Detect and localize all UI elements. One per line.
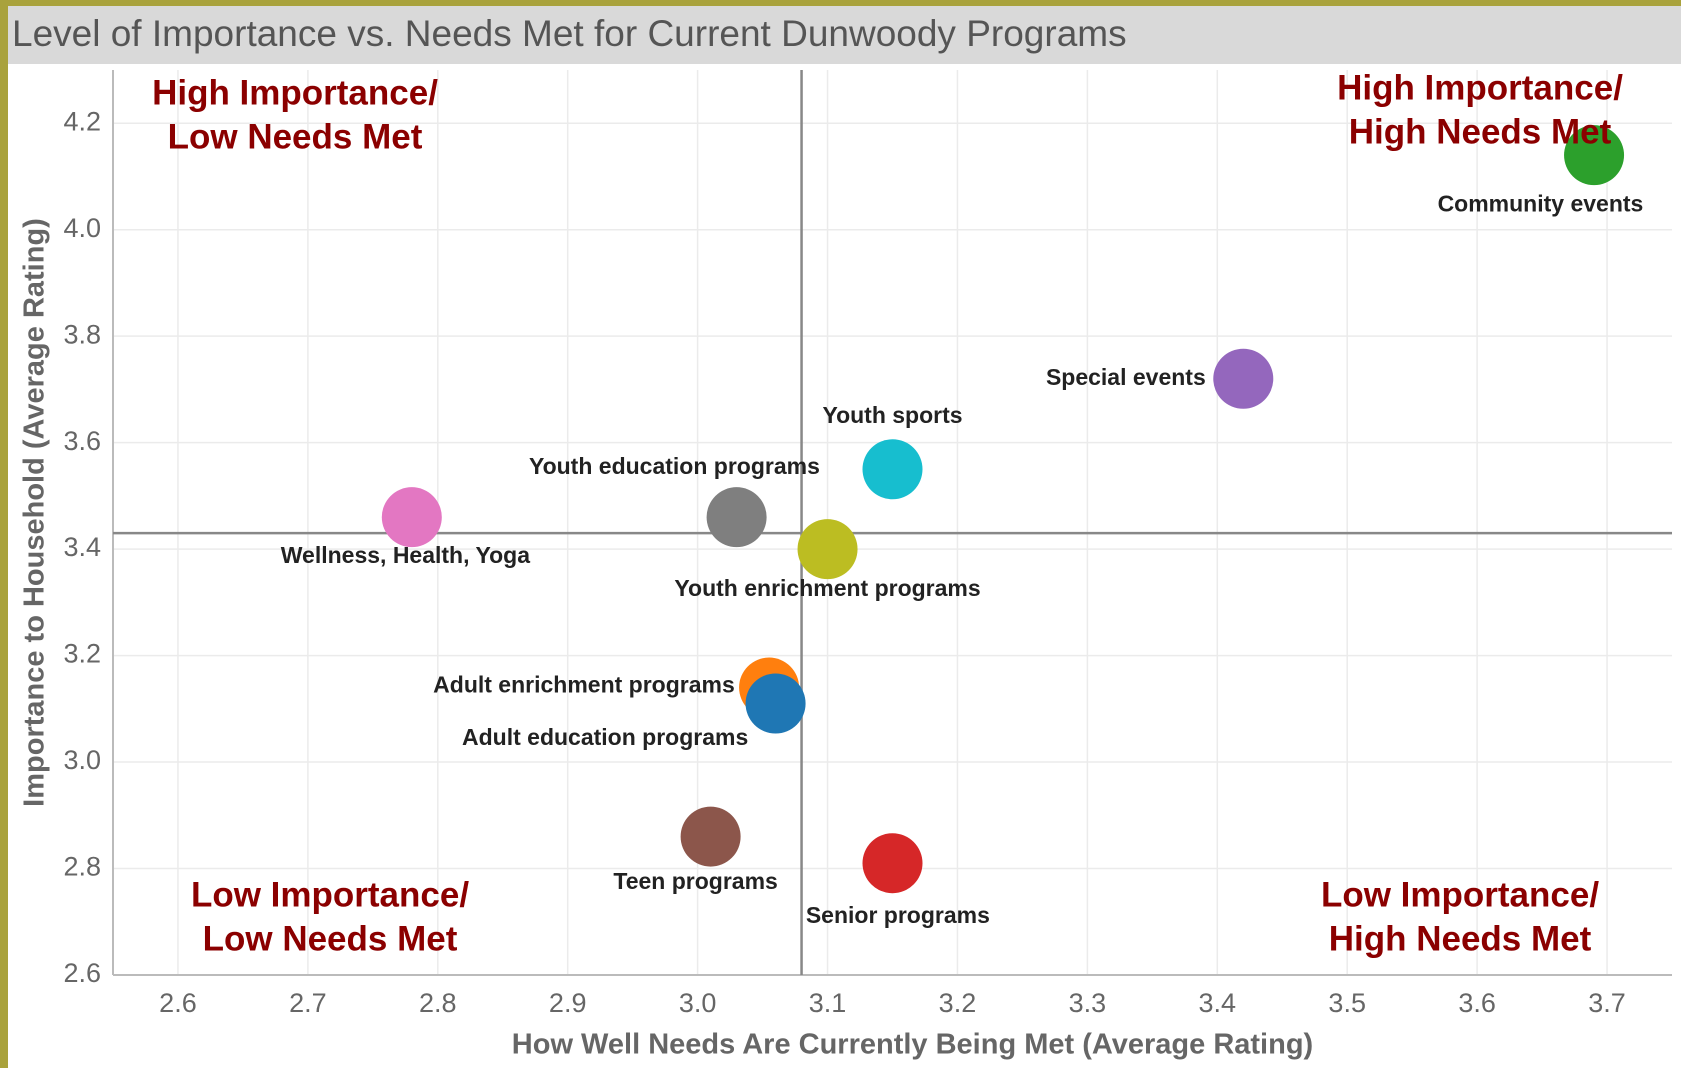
x-tick-label: 2.9 xyxy=(549,988,587,1018)
x-tick-label: 3.3 xyxy=(1069,988,1107,1018)
x-tick-label: 3.6 xyxy=(1458,988,1496,1018)
x-tick-label: 2.7 xyxy=(289,988,327,1018)
x-tick-label: 3.2 xyxy=(939,988,977,1018)
point xyxy=(862,439,923,500)
point xyxy=(1213,348,1274,409)
point xyxy=(706,487,767,548)
point-label: Adult enrichment programs xyxy=(433,672,735,698)
quadrant-label: Low Needs Met xyxy=(203,919,458,958)
point-label: Wellness, Health, Yoga xyxy=(281,542,530,568)
quadrant-label: Low Importance/ xyxy=(191,875,469,914)
x-tick-label: 3.1 xyxy=(809,988,847,1018)
y-tick-label: 3.2 xyxy=(63,639,101,669)
point xyxy=(680,806,741,867)
quadrant-label: High Importance/ xyxy=(1337,68,1623,107)
x-tick-label: 2.6 xyxy=(159,988,197,1018)
point-label: Youth enrichment programs xyxy=(674,575,980,601)
x-tick-label: 3.4 xyxy=(1199,988,1237,1018)
title-bar xyxy=(8,6,1681,64)
point xyxy=(381,487,442,548)
point-label: Youth education programs xyxy=(529,453,820,479)
point-label: Teen programs xyxy=(613,868,777,894)
x-axis-label: How Well Needs Are Currently Being Met (… xyxy=(512,1029,1313,1061)
point xyxy=(797,519,858,580)
quadrant-label: Low Importance/ xyxy=(1321,875,1599,914)
point-label: Community events xyxy=(1438,191,1644,217)
y-tick-label: 3.6 xyxy=(63,426,101,456)
x-tick-label: 3.0 xyxy=(679,988,717,1018)
quadrant-label: High Needs Met xyxy=(1329,919,1592,958)
point-label: Senior programs xyxy=(806,902,990,928)
point-label: Adult education programs xyxy=(462,724,748,750)
y-tick-label: 4.2 xyxy=(63,106,101,136)
quadrant-label: Low Needs Met xyxy=(168,117,423,156)
y-axis-label: Importance to Household (Average Rating) xyxy=(19,218,51,807)
point-label: Youth sports xyxy=(822,402,962,428)
quadrant-label: High Importance/ xyxy=(152,73,438,112)
y-tick-label: 3.8 xyxy=(63,319,101,349)
chart-title: Level of Importance vs. Needs Met for Cu… xyxy=(12,13,1127,54)
quadrant-label: High Needs Met xyxy=(1349,112,1612,151)
y-tick-label: 3.4 xyxy=(63,532,101,562)
y-tick-label: 2.8 xyxy=(63,852,101,882)
y-tick-label: 2.6 xyxy=(63,958,101,988)
point xyxy=(745,673,806,734)
x-tick-label: 2.8 xyxy=(419,988,457,1018)
point-label: Special events xyxy=(1046,364,1206,390)
x-tick-label: 3.7 xyxy=(1588,988,1626,1018)
y-tick-label: 3.0 xyxy=(63,745,101,775)
point xyxy=(862,833,923,894)
x-tick-label: 3.5 xyxy=(1328,988,1366,1018)
point xyxy=(1564,125,1625,186)
y-tick-label: 4.0 xyxy=(63,213,101,243)
